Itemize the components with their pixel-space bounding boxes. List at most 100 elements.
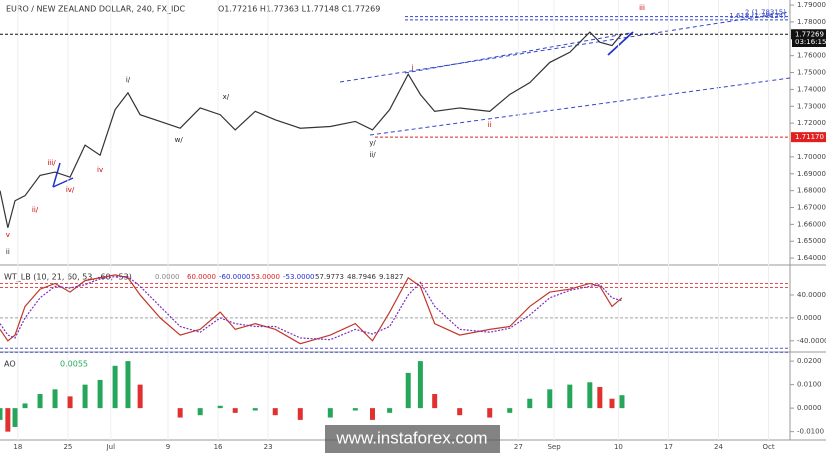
ao-bar: [217, 405, 223, 409]
y-tick-label: 1.64000: [797, 254, 826, 262]
wt-level-label: -53.0000: [283, 273, 314, 281]
chart-title: EURO / NEW ZEALAND DOLLAR, 240, FX_IDC: [6, 5, 185, 14]
ao-bar: [297, 408, 303, 420]
wave-label: iii: [639, 4, 645, 12]
ao-bar: [507, 408, 513, 413]
y-tick-label: 1.73000: [797, 102, 826, 110]
ao-bar: [587, 382, 593, 409]
wt-line: [0, 276, 623, 341]
ohlc: O1.77216 H1.77363 L1.77148 C1.77269: [218, 5, 380, 14]
price-tag-label: 1.77269: [795, 30, 824, 38]
ao-bar: [457, 408, 463, 416]
y-tick-label: 0.0200: [797, 357, 822, 365]
y-tick-label: 1.65000: [797, 237, 826, 245]
ao-bar: [5, 408, 11, 432]
ao-bar: [177, 408, 183, 418]
x-tick-label: 25: [63, 443, 72, 451]
x-tick-label: Sep: [547, 443, 561, 451]
wave-arrow: [607, 31, 634, 56]
y-tick-label: 0.0000: [797, 314, 822, 322]
wt-level-label: -60.0000: [219, 273, 250, 281]
x-tick-label: 10: [614, 443, 623, 451]
y-tick-label: 1.74000: [797, 85, 826, 93]
x-tick-label: Oct: [762, 443, 774, 451]
wt-readout: 57.9773: [315, 273, 344, 281]
y-tick-label: 1.76000: [797, 52, 826, 60]
y-tick-label: 1.69000: [797, 170, 826, 178]
wave-label: i/: [126, 76, 131, 84]
wave-label: ii/: [32, 206, 39, 214]
ao-bar: [125, 361, 131, 409]
ao-bar: [252, 408, 258, 411]
x-tick-label: 24: [714, 443, 723, 451]
ao-bar: [52, 389, 58, 409]
ao-bar: [432, 394, 438, 409]
ao-bar: [22, 403, 28, 409]
ao-bar: [0, 408, 3, 420]
y-tick-label: 0.0100: [797, 381, 822, 389]
ao-title: AO: [4, 360, 16, 369]
ao-bar: [67, 396, 73, 409]
wave-label: ii/: [369, 151, 376, 159]
x-tick-label: Jul: [106, 443, 116, 451]
ao-bar: [597, 386, 603, 409]
wt-readout: 48.7946: [347, 273, 376, 281]
ao-bar: [527, 398, 533, 409]
ao-bar: [609, 398, 615, 409]
wt-level-label: 53.0000: [251, 273, 280, 281]
level-label: 2 (1.78315): [745, 9, 786, 17]
x-tick-label: 16: [214, 443, 223, 451]
wt-readout: 9.1827: [379, 273, 404, 281]
wave-mark: [52, 177, 74, 188]
y-tick-label: 1.72000: [797, 119, 826, 127]
wave-label: iv: [97, 166, 103, 174]
y-tick-label: 40.0000: [797, 291, 826, 299]
trend-line: [339, 11, 791, 83]
y-tick-label: 1.66000: [797, 220, 826, 228]
ao-bar: [487, 408, 493, 418]
price-tag: [791, 29, 826, 40]
ao-bar: [197, 408, 203, 416]
x-tick-label: 27: [514, 443, 523, 451]
wave-label: y/: [369, 139, 376, 147]
x-tick-label: 23: [264, 443, 273, 451]
x-tick-label: 17: [664, 443, 673, 451]
ao-bar: [82, 384, 88, 409]
ao-bar: [619, 395, 625, 409]
ao-bar: [37, 394, 43, 409]
x-tick-label: 9: [166, 443, 170, 451]
wt-level-label: 0.0000: [155, 273, 180, 281]
level-label: 1.618 (1.78124): [729, 12, 786, 20]
ao-bar: [137, 384, 143, 409]
wave-label: v: [6, 231, 10, 239]
wave-label: ii: [488, 121, 492, 129]
price-line: [0, 31, 623, 228]
ao-bar: [369, 408, 375, 420]
ao-bar: [327, 408, 333, 418]
y-tick-label: 1.79000: [797, 1, 826, 9]
ao-bar: [12, 408, 18, 427]
y-tick-label: -0.0100: [797, 428, 824, 436]
ao-bar: [547, 389, 553, 409]
y-tick-label: 0.0000: [797, 404, 822, 412]
wave-label: ii: [6, 248, 10, 256]
watermark: www.instaforex.com: [335, 428, 487, 447]
ao-bar: [112, 365, 118, 409]
ao-bar: [417, 361, 423, 409]
wave-label: iii/: [47, 159, 56, 167]
price-tag-label: 1.71170: [795, 133, 824, 141]
y-tick-label: 1.70000: [797, 153, 826, 161]
ao-readout: 0.0055: [60, 360, 88, 369]
wave-mark: [52, 162, 61, 188]
wt-level-label: 60.0000: [187, 273, 216, 281]
ao-bar: [97, 379, 103, 409]
trend-line: [404, 32, 631, 74]
timer: 03:16:15: [795, 38, 826, 46]
y-tick-label: 1.78000: [797, 18, 826, 26]
ao-bar: [352, 408, 358, 411]
watermark-box: [325, 425, 500, 453]
ao-bar: [232, 408, 238, 413]
price-tag: [791, 132, 826, 143]
